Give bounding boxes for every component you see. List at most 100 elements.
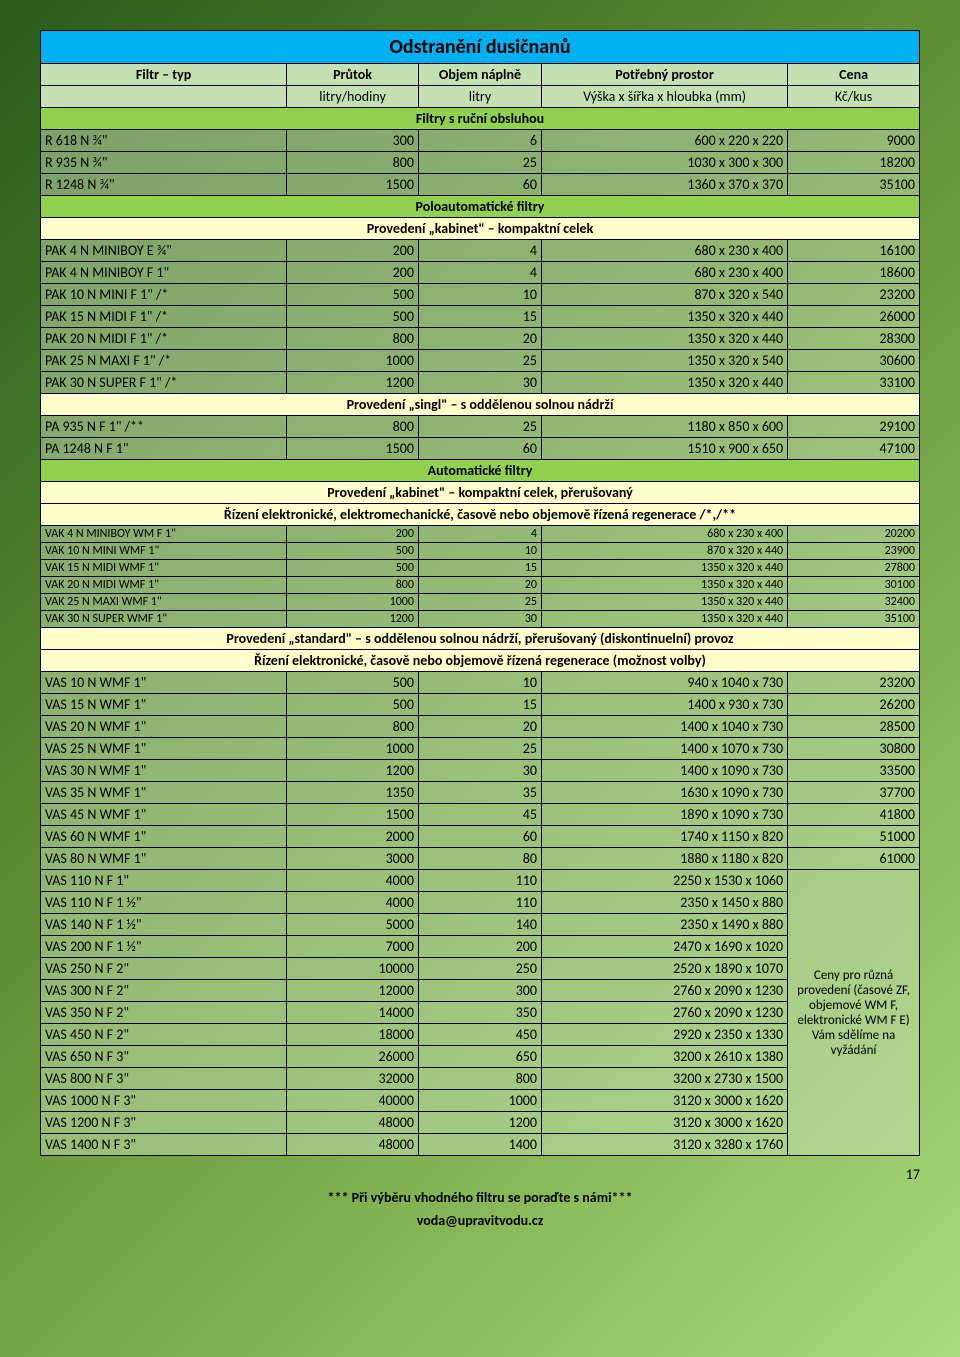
cell-volume: 4 — [418, 262, 541, 284]
cell-volume: 15 — [418, 694, 541, 716]
cell-volume: 10 — [418, 543, 541, 560]
cell-flow: 200 — [287, 240, 419, 262]
cell-price: 23200 — [788, 672, 920, 694]
cell-price: 35100 — [788, 174, 920, 196]
cell-volume: 250 — [418, 958, 541, 980]
cell-volume: 10 — [418, 672, 541, 694]
table-title: Odstranění dusičnanů — [41, 31, 920, 64]
cell-volume: 200 — [418, 936, 541, 958]
cell-flow: 1500 — [287, 438, 419, 460]
cell-volume: 20 — [418, 577, 541, 594]
table-row: VAK 10 N MINI WMF 1" 500 10 870 x 320 x … — [41, 543, 920, 560]
cell-price: 51000 — [788, 826, 920, 848]
cell-dims: 680 x 230 x 400 — [542, 240, 788, 262]
cell-flow: 4000 — [287, 892, 419, 914]
cell-flow: 200 — [287, 526, 419, 543]
cell-dims: 3120 x 3000 x 1620 — [542, 1112, 788, 1134]
cell-dims: 1890 x 1090 x 730 — [542, 804, 788, 826]
cell-dims: 2520 x 1890 x 1070 — [542, 958, 788, 980]
cell-volume: 60 — [418, 826, 541, 848]
cell-dims: 1350 x 320 x 440 — [542, 577, 788, 594]
footer-text-2: voda@upravitvodu.cz — [40, 1212, 920, 1229]
cell-name: VAK 10 N MINI WMF 1" — [41, 543, 287, 560]
cell-dims: 3200 x 2610 x 1380 — [542, 1046, 788, 1068]
cell-flow: 3000 — [287, 848, 419, 870]
col-header: Potřebný prostor — [542, 64, 788, 86]
cell-volume: 30 — [418, 760, 541, 782]
cell-flow: 1500 — [287, 804, 419, 826]
table-row: VAS 25 N WMF 1" 1000 25 1400 x 1070 x 73… — [41, 738, 920, 760]
cell-dims: 1360 x 370 x 370 — [542, 174, 788, 196]
table-row: VAK 20 N MIDI WMF 1" 800 20 1350 x 320 x… — [41, 577, 920, 594]
cell-name: PA 1248 N F 1" — [41, 438, 287, 460]
cell-volume: 350 — [418, 1002, 541, 1024]
table-row: VAS 20 N WMF 1" 800 20 1400 x 1040 x 730… — [41, 716, 920, 738]
col-header: Objem náplně — [418, 64, 541, 86]
col-subheader: litry/hodiny — [287, 86, 419, 108]
cell-price: 26200 — [788, 694, 920, 716]
cell-flow: 200 — [287, 262, 419, 284]
section-subheading: Provedení „kabinet" – kompaktní celek — [41, 218, 920, 240]
section-subheading: Provedení „standard" – s oddělenou solno… — [41, 628, 920, 650]
cell-dims: 2350 x 1490 x 880 — [542, 914, 788, 936]
cell-volume: 140 — [418, 914, 541, 936]
cell-price: 20200 — [788, 526, 920, 543]
cell-dims: 1400 x 930 x 730 — [542, 694, 788, 716]
table-row: VAS 35 N WMF 1" 1350 35 1630 x 1090 x 73… — [41, 782, 920, 804]
cell-name: VAS 110 N F 1 ½" — [41, 892, 287, 914]
cell-flow: 500 — [287, 543, 419, 560]
cell-volume: 450 — [418, 1024, 541, 1046]
table-row: PAK 4 N MINIBOY F 1" 200 4 680 x 230 x 4… — [41, 262, 920, 284]
cell-volume: 15 — [418, 306, 541, 328]
cell-volume: 110 — [418, 870, 541, 892]
cell-flow: 14000 — [287, 1002, 419, 1024]
pricing-table: Odstranění dusičnanů Filtr – typ Průtok … — [40, 30, 920, 1156]
cell-flow: 800 — [287, 716, 419, 738]
cell-flow: 26000 — [287, 1046, 419, 1068]
cell-name: VAS 15 N WMF 1" — [41, 694, 287, 716]
cell-flow: 32000 — [287, 1068, 419, 1090]
table-row: PA 935 N F 1" /** 800 25 1180 x 850 x 60… — [41, 416, 920, 438]
cell-dims: 1510 x 900 x 650 — [542, 438, 788, 460]
cell-flow: 500 — [287, 306, 419, 328]
table-row: PAK 4 N MINIBOY E ¾" 200 4 680 x 230 x 4… — [41, 240, 920, 262]
cell-name: R 935 N ¾" — [41, 152, 287, 174]
cell-price: 32400 — [788, 594, 920, 611]
cell-volume: 35 — [418, 782, 541, 804]
cell-flow: 1200 — [287, 611, 419, 628]
cell-name: VAS 450 N F 2" — [41, 1024, 287, 1046]
table-row: R 618 N ¾" 300 6 600 x 220 x 220 9000 — [41, 130, 920, 152]
cell-volume: 4 — [418, 526, 541, 543]
table-row: VAS 60 N WMF 1" 2000 60 1740 x 1150 x 82… — [41, 826, 920, 848]
cell-volume: 25 — [418, 350, 541, 372]
cell-name: VAS 20 N WMF 1" — [41, 716, 287, 738]
cell-price: 28500 — [788, 716, 920, 738]
col-header: Filtr – typ — [41, 64, 287, 86]
cell-flow: 500 — [287, 560, 419, 577]
cell-flow: 4000 — [287, 870, 419, 892]
cell-flow: 500 — [287, 694, 419, 716]
cell-dims: 2760 x 2090 x 1230 — [542, 980, 788, 1002]
cell-flow: 5000 — [287, 914, 419, 936]
cell-dims: 2470 x 1690 x 1020 — [542, 936, 788, 958]
cell-flow: 800 — [287, 328, 419, 350]
cell-price: 27800 — [788, 560, 920, 577]
section-subheading: Řízení elektronické, časově nebo objemov… — [41, 650, 920, 672]
cell-name: VAS 35 N WMF 1" — [41, 782, 287, 804]
cell-price: 33500 — [788, 760, 920, 782]
cell-flow: 1350 — [287, 782, 419, 804]
cell-dims: 870 x 320 x 540 — [542, 284, 788, 306]
cell-price: 9000 — [788, 130, 920, 152]
cell-name: VAK 4 N MINIBOY WM F 1" — [41, 526, 287, 543]
section-subheading: Provedení „singl" – s oddělenou solnou n… — [41, 394, 920, 416]
cell-dims: 3200 x 2730 x 1500 — [542, 1068, 788, 1090]
cell-name: VAS 300 N F 2" — [41, 980, 287, 1002]
cell-name: VAS 1000 N F 3" — [41, 1090, 287, 1112]
col-header: Průtok — [287, 64, 419, 86]
cell-volume: 6 — [418, 130, 541, 152]
cell-dims: 2350 x 1450 x 880 — [542, 892, 788, 914]
table-row: PA 1248 N F 1" 1500 60 1510 x 900 x 650 … — [41, 438, 920, 460]
col-subheader: Výška x šířka x hloubka (mm) — [542, 86, 788, 108]
cell-volume: 15 — [418, 560, 541, 577]
cell-dims: 1880 x 1180 x 820 — [542, 848, 788, 870]
